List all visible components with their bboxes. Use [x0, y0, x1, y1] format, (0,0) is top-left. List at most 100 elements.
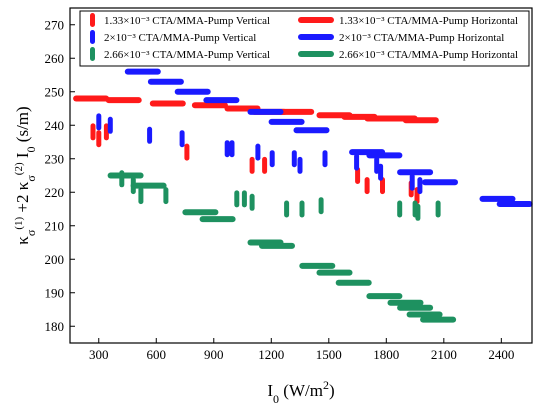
data-point	[366, 152, 403, 159]
data-point	[435, 200, 441, 218]
plot-frame	[69, 7, 533, 344]
data-point	[322, 150, 328, 168]
data-point	[318, 197, 324, 215]
data-point	[241, 190, 247, 208]
data-point	[278, 108, 315, 115]
y-axis-title-plus: +2	[13, 190, 32, 217]
legend-label: 2×10⁻³ CTA/MMA-Pump Vertical	[104, 32, 256, 44]
series-2-66-10-cta-mma-pump-vertical	[119, 170, 441, 221]
data-point	[366, 293, 403, 300]
data-point	[397, 200, 403, 218]
x-axis-title-unit: (W/m	[279, 381, 323, 400]
data-point	[355, 167, 361, 184]
legend-item: 2.66×10⁻³ CTA/MMA-Pump Vertical	[90, 47, 270, 61]
series-2-10-cta-mma-pump-vertical	[96, 113, 423, 195]
x-tick-label: 1800	[373, 347, 399, 362]
y-tick-label: 230	[45, 151, 65, 166]
data-point	[259, 242, 295, 249]
data-point	[397, 304, 434, 311]
data-point	[269, 150, 275, 168]
y-tick-label: 210	[45, 218, 65, 233]
data-point	[409, 173, 415, 191]
data-point	[73, 95, 110, 102]
legend: 1.33×10⁻³ CTA/MMA-Pump Vertical 2×10⁻³ CT…	[79, 10, 530, 67]
y-axis-title-order2: (2)	[13, 162, 25, 175]
y-tick-label: 250	[45, 84, 65, 99]
y-axis-title-intensity-sub: 0	[24, 146, 38, 152]
data-point	[182, 209, 219, 216]
data-point	[284, 200, 290, 218]
data-point	[184, 143, 190, 161]
legend-swatch	[298, 34, 334, 40]
data-point	[174, 88, 211, 95]
data-point	[378, 163, 384, 181]
y-tick-label: 180	[45, 319, 65, 334]
data-point	[364, 177, 370, 195]
data-point	[293, 127, 330, 134]
data-point	[380, 177, 385, 195]
data-point	[163, 187, 169, 205]
data-point	[247, 108, 284, 115]
data-point	[268, 118, 305, 125]
data-point	[496, 201, 533, 207]
data-point	[299, 262, 336, 269]
data-point	[402, 117, 439, 124]
data-point	[147, 78, 184, 85]
data-point	[107, 172, 144, 179]
x-tick-label: 300	[89, 347, 109, 362]
y-tick-label: 190	[45, 285, 65, 300]
y-axis-title-sigma2: σ	[24, 175, 38, 182]
y-tick-label: 220	[45, 185, 65, 200]
data-point	[316, 269, 353, 276]
y-tick-label: 200	[45, 252, 65, 267]
legend-swatch	[298, 17, 334, 23]
y-axis-title-intensity: I	[13, 152, 32, 162]
x-axis-title-sub: 0	[273, 392, 279, 406]
legend-swatch	[90, 47, 95, 61]
legend-item: 1.33×10⁻³ CTA/MMA-Pump Vertical	[90, 13, 270, 27]
data-point	[224, 140, 230, 158]
data-point	[138, 187, 144, 205]
data-point	[406, 311, 443, 318]
legend-label: 2.66×10⁻³ CTA/MMA-Pump Horizontal	[339, 49, 518, 61]
y-axis-title-sigma1: σ	[24, 229, 38, 236]
data-point	[422, 179, 458, 186]
data-point	[199, 216, 236, 223]
legend-swatch	[90, 30, 95, 44]
data-point	[354, 153, 360, 171]
data-point	[262, 156, 268, 174]
data-point	[229, 140, 235, 158]
y-axis-title-order1: (1)	[13, 216, 25, 229]
data-point	[397, 169, 434, 176]
data-point	[417, 177, 423, 195]
x-axis-title-main: I	[267, 381, 273, 400]
legend-item: 2×10⁻³ CTA/MMA-Pump Vertical	[90, 30, 256, 44]
legend-label: 2.66×10⁻³ CTA/MMA-Pump Vertical	[104, 49, 270, 61]
x-tick-label: 2100	[431, 347, 457, 362]
data-point	[255, 143, 261, 161]
data-point	[420, 316, 457, 323]
x-axis-title: I0 (W/m2)	[267, 378, 334, 406]
data-point	[297, 156, 303, 174]
data-point	[147, 126, 153, 144]
x-tick-label: 2400	[488, 347, 514, 362]
y-tick-label: 260	[45, 51, 65, 66]
data-point	[374, 156, 380, 174]
legend-item: 2.66×10⁻³ CTA/MMA-Pump Horizontal	[298, 49, 518, 61]
data-point	[291, 150, 297, 168]
legend-item: 2×10⁻³ CTA/MMA-Pump Horizontal	[298, 32, 504, 44]
data-point	[479, 195, 516, 202]
data-point	[191, 102, 228, 109]
x-tick-label: 900	[204, 347, 224, 362]
data-point	[90, 123, 96, 141]
x-axis-title-unit-end: )	[329, 381, 335, 400]
y-tick-label: 240	[45, 118, 65, 133]
x-tick-label: 1200	[258, 347, 284, 362]
data-point	[387, 299, 424, 306]
data-point	[130, 182, 167, 189]
data-point	[124, 68, 161, 75]
legend-label: 1.33×10⁻³ CTA/MMA-Pump Vertical	[104, 15, 270, 27]
data-point	[299, 200, 305, 218]
x-tick-label: 1500	[316, 347, 342, 362]
